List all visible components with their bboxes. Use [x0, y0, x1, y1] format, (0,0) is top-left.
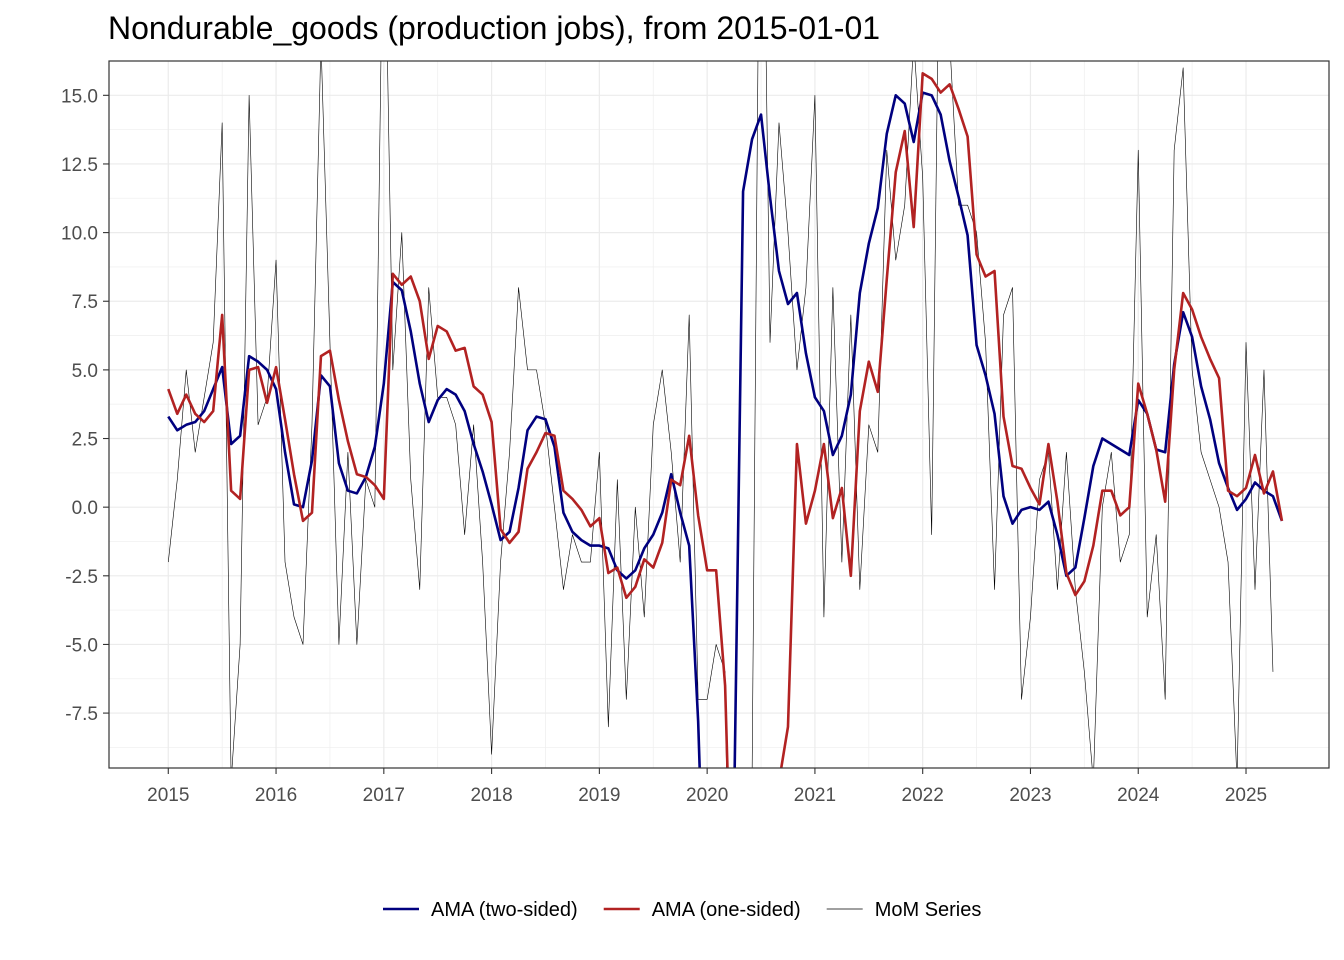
- legend-label-ama-one-sided: AMA (one-sided): [652, 899, 801, 921]
- series-line-mom-series: [167, 61, 1274, 768]
- legend-label-ama-two-sided: AMA (two-sided): [431, 899, 578, 921]
- x-axis: 2015 2016 2017 2018 2019 2020 2021 2022 2023 2024…: [147, 768, 1267, 806]
- grid-major: [109, 61, 1329, 768]
- legend-item-ama-two-sided: AMA (two-sided): [383, 899, 578, 921]
- plot-panel-background: [109, 61, 1329, 768]
- legend-label-mom-series: MoM Series: [875, 899, 982, 921]
- chart-title: Nondurable_goods (production jobs), from…: [108, 10, 881, 46]
- x-tick-label: 2015: [147, 785, 189, 806]
- x-tick-label: 2022: [902, 785, 944, 806]
- y-axis: 15.0 12.5 10.0 7.5 5.0 2.5 0.0 -2.5 -5.0 -7.5: [61, 86, 109, 725]
- y-tick-label: -5.0: [65, 635, 98, 656]
- y-tick-label: -2.5: [65, 567, 98, 588]
- series-layer: [167, 61, 1284, 768]
- x-tick-label: 2017: [363, 785, 405, 806]
- y-tick-label: 5.0: [72, 361, 98, 382]
- legend-item-ama-one-sided: AMA (one-sided): [603, 899, 801, 921]
- x-tick-label: 2021: [794, 785, 836, 806]
- y-tick-label: 10.0: [61, 224, 98, 245]
- legend-item-mom-series: MoM Series: [826, 899, 982, 921]
- y-tick-label: -7.5: [65, 704, 98, 725]
- y-tick-label: 12.5: [61, 155, 98, 176]
- x-tick-label: 2016: [255, 785, 297, 806]
- y-tick-label: 15.0: [61, 86, 98, 107]
- x-tick-label: 2025: [1225, 785, 1267, 806]
- x-tick-label: 2018: [470, 785, 512, 806]
- series-line-ama-one-sided: [167, 72, 1284, 768]
- legend: AMA (two-sided) AMA (one-sided) MoM Series: [383, 899, 981, 921]
- y-tick-label: 2.5: [72, 430, 98, 451]
- x-tick-label: 2020: [686, 785, 728, 806]
- y-tick-label: 0.0: [72, 498, 98, 519]
- plot-panel-border: [108, 60, 1330, 769]
- x-tick-label: 2023: [1009, 785, 1051, 806]
- x-tick-label: 2024: [1117, 785, 1160, 806]
- y-tick-label: 7.5: [72, 292, 98, 313]
- series-line-ama-two-sided: [167, 91, 1284, 768]
- x-tick-label: 2019: [578, 785, 620, 806]
